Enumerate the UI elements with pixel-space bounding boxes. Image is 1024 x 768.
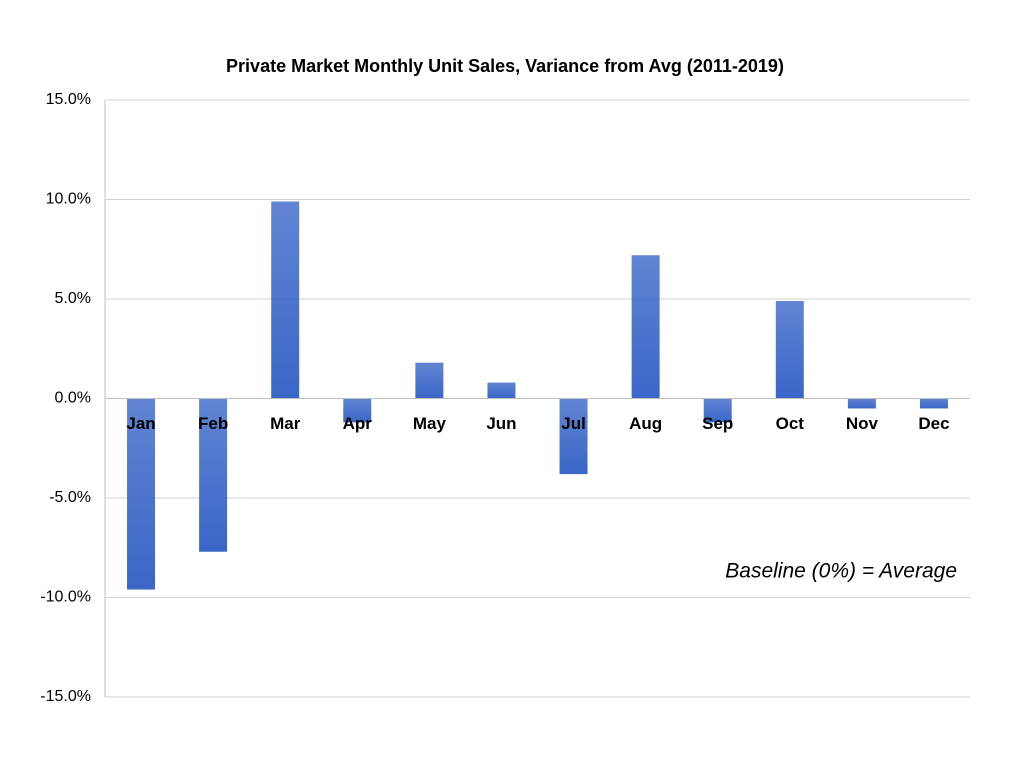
x-tick-label: Nov <box>846 414 879 433</box>
x-tick-label: Jun <box>486 414 516 433</box>
y-tick-label: -15.0% <box>40 688 91 705</box>
x-tick-label: Apr <box>343 414 373 433</box>
bar <box>631 255 660 399</box>
y-tick-label: -5.0% <box>49 489 91 506</box>
bar <box>775 300 804 399</box>
x-tick-label: Jan <box>126 414 155 433</box>
x-tick-label: Jul <box>561 414 586 433</box>
bar <box>847 398 876 409</box>
x-tick-label: May <box>413 414 447 433</box>
bar <box>415 362 444 399</box>
bar <box>271 201 300 399</box>
chart-title: Private Market Monthly Unit Sales, Varia… <box>226 56 784 76</box>
x-tick-label: Dec <box>918 414 949 433</box>
y-tick-label: 5.0% <box>55 290 91 307</box>
y-tick-label: 15.0% <box>46 91 91 108</box>
bar <box>127 398 156 590</box>
bar <box>559 398 588 475</box>
annotation: Baseline (0%) = Average <box>725 560 957 583</box>
bar <box>919 398 948 409</box>
y-tick-label: 0.0% <box>55 390 91 407</box>
y-tick-label: -10.0% <box>40 589 91 606</box>
bar <box>343 398 372 423</box>
bar <box>487 382 516 399</box>
x-tick-label: Sep <box>702 414 733 433</box>
x-tick-label: Mar <box>270 414 301 433</box>
x-tick-label: Feb <box>198 414 228 433</box>
bar <box>703 398 732 423</box>
y-tick-label: 10.0% <box>46 191 91 208</box>
x-tick-label: Aug <box>629 414 662 433</box>
bar <box>199 398 228 552</box>
x-tick-label: Oct <box>776 414 805 433</box>
